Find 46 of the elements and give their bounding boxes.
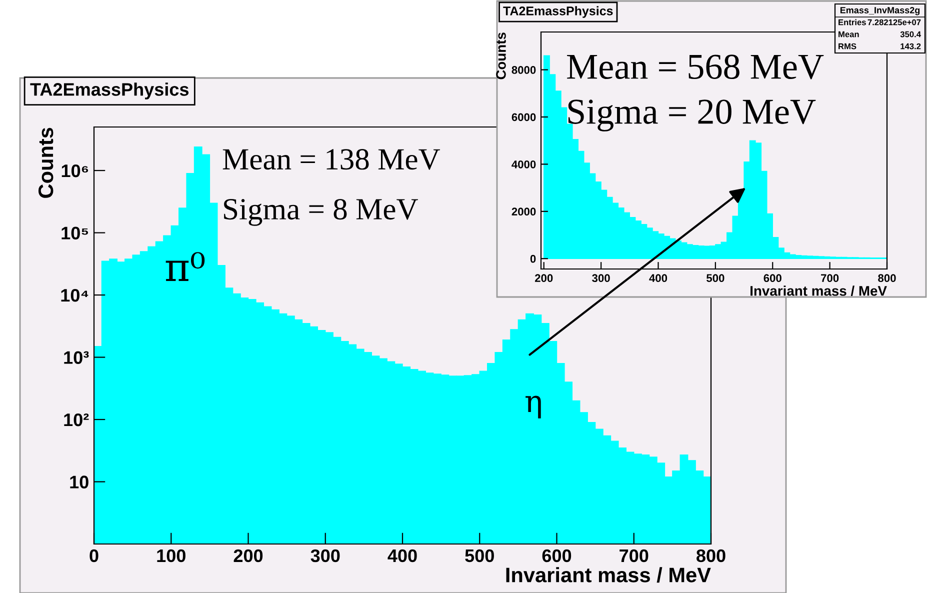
x-tick-label: 500 [465,549,494,562]
y-tick-label: 10⁶ [62,164,88,178]
annotation: η [526,396,541,418]
y-tick-label: 10⁵ [62,226,88,240]
x-tick-label: 400 [388,549,417,562]
y-tick-label: 10² [64,413,89,426]
annotation: Mean = 568 MeV [567,54,824,80]
annotation: Mean = 138 MeV [222,149,440,170]
text: 143.2 [900,43,921,50]
x-tick-label: 400 [649,274,668,282]
x-tick-label: 0 [90,549,98,562]
annotation: Mean [838,31,859,38]
text: 350.4 [900,31,921,38]
y-tick-label: 10 [70,476,88,488]
y-tick-label: 10³ [64,351,89,364]
y-tick-label: 2000 [512,208,536,216]
x-tick-label: 100 [157,549,186,562]
annotation: Sigma = 20 MeV [568,100,816,132]
x-tick-label: 800 [878,274,896,282]
x-tick-label: 500 [706,274,724,282]
x-tick-label: 600 [764,274,782,282]
y-tick-label: 8000 [512,66,536,74]
chart-title: TA2EmassPhysics [503,6,613,18]
x-tick-label: 600 [542,549,572,562]
x-axis-title: Invariant mass / MeV [506,567,711,583]
x-tick-label: 200 [534,274,553,282]
text: 7.282125e+07 [868,19,921,26]
text: Emass_InvMass2g [840,6,920,16]
x-tick-label: 800 [696,549,726,562]
y-tick-label: 10⁴ [61,288,88,302]
y-axis-title: Counts [496,32,506,80]
x-tick-label: 300 [310,549,340,562]
x-tick-label: 700 [620,549,648,562]
x-tick-label: 300 [592,274,610,282]
y-tick-label: 4000 [512,160,536,168]
annotation: π⁰ [166,252,205,281]
x-axis-title: Invariant mass / MeV [750,286,887,296]
y-tick-label: 6000 [512,113,536,122]
y-axis-title: Counts [38,128,54,198]
x-tick-label: 200 [234,549,263,562]
annotation: Sigma = 8 MeV [224,198,418,226]
x-tick-label: 700 [821,274,839,282]
annotation: RMS [838,43,856,50]
y-tick-label: 0 [530,254,536,263]
chart-title: TA2EmassPhysics [30,82,189,100]
text: Entries [838,19,866,26]
